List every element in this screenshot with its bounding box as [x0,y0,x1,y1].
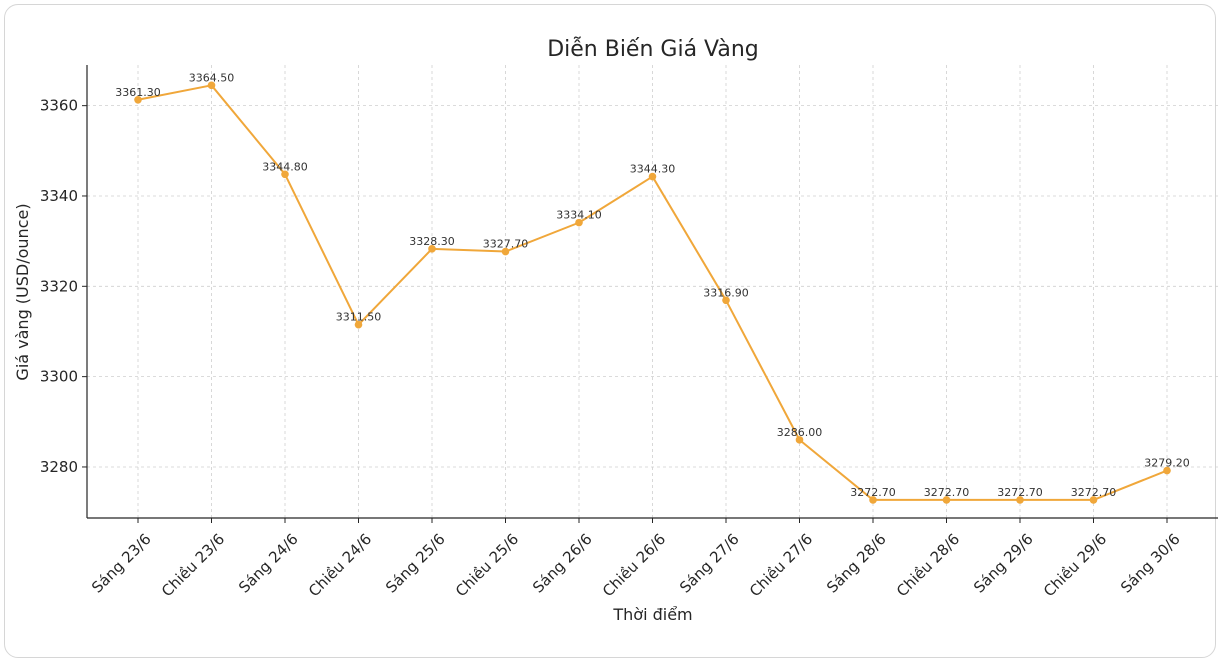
x-tick-label: Sáng 25/6 [382,530,449,597]
data-label: 3361.30 [115,86,161,99]
x-tick-label: Chiều 29/6 [1040,530,1110,600]
data-label: 3272.70 [850,486,896,499]
chart-card [4,4,1216,658]
y-tick-label: 3280 [40,458,78,476]
data-label: 3279.20 [1144,457,1190,470]
data-label: 3272.70 [1071,486,1117,499]
x-tick-label: Sáng 30/6 [1117,530,1184,597]
x-tick-label: Sáng 24/6 [235,530,302,597]
data-label: 3272.70 [997,486,1043,499]
data-label: 3316.90 [703,286,749,299]
data-point [575,218,583,227]
x-axis-label: Thời điểm [612,605,692,624]
data-label: 3286.00 [777,426,823,439]
data-label: 3334.10 [556,209,602,222]
data-point [501,247,510,256]
y-tick-label: 3340 [40,187,78,205]
x-tick-label: Chiều 24/6 [305,530,375,600]
data-point [1016,496,1024,504]
data-point [207,81,216,90]
data-point [428,245,436,253]
chart-title: Diễn Biến Giá Vàng [547,36,759,62]
x-tick-label: Chiều 25/6 [452,530,522,600]
data-point [795,436,804,444]
x-tick-label: Sáng 26/6 [529,530,596,597]
y-ticks: 3280 3300 3320 3340 3360 [40,97,87,476]
x-tick-label: Sáng 29/6 [970,530,1037,597]
data-point [722,296,730,305]
x-tick-label: Chiều 23/6 [158,530,228,600]
x-tick-label: Sáng 28/6 [823,530,890,597]
data-point [942,496,951,504]
data-label: 3272.70 [924,486,970,499]
x-ticks: Sáng 23/6 Chiều 23/6 Sáng 24/6 Chiều 24/6 Sá… [88,518,1184,600]
data-point [134,95,142,104]
y-axis-label: Giá vàng (USD/ounce) [13,203,32,380]
x-tick-label: Chiều 27/6 [746,530,816,600]
y-tick-label: 3360 [40,97,78,115]
data-label: 3328.30 [409,235,455,248]
x-tick-label: Sáng 27/6 [676,530,743,597]
data-labels: 3361.30 3364.50 3344.80 3311.50 3328.30 3327.… [115,71,1190,499]
series-gold-price [134,81,1171,504]
data-point [281,170,289,179]
x-tick-label: Chiều 26/6 [599,530,669,600]
data-label: 3344.80 [262,160,308,173]
grid-layer [87,65,1218,518]
data-point [869,496,877,504]
data-label: 3364.50 [189,71,235,84]
data-point [1163,466,1171,475]
x-tick-label: Chiều 28/6 [893,530,963,600]
data-label: 3327.70 [483,238,529,251]
data-point [1089,496,1098,504]
data-label: 3311.50 [336,311,382,324]
x-tick-label: Sáng 23/6 [88,530,155,597]
data-point [354,320,363,329]
y-tick-label: 3300 [40,368,78,386]
y-tick-label: 3320 [40,277,78,295]
data-point [648,172,657,181]
data-label: 3344.30 [630,163,676,176]
